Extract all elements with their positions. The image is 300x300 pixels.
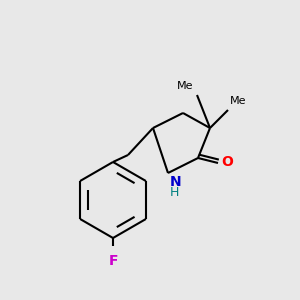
Text: Me: Me	[230, 96, 247, 106]
Text: Me: Me	[176, 81, 193, 91]
Text: N: N	[170, 175, 182, 189]
Text: H: H	[170, 186, 179, 199]
Text: F: F	[108, 254, 118, 268]
Text: O: O	[221, 155, 233, 169]
